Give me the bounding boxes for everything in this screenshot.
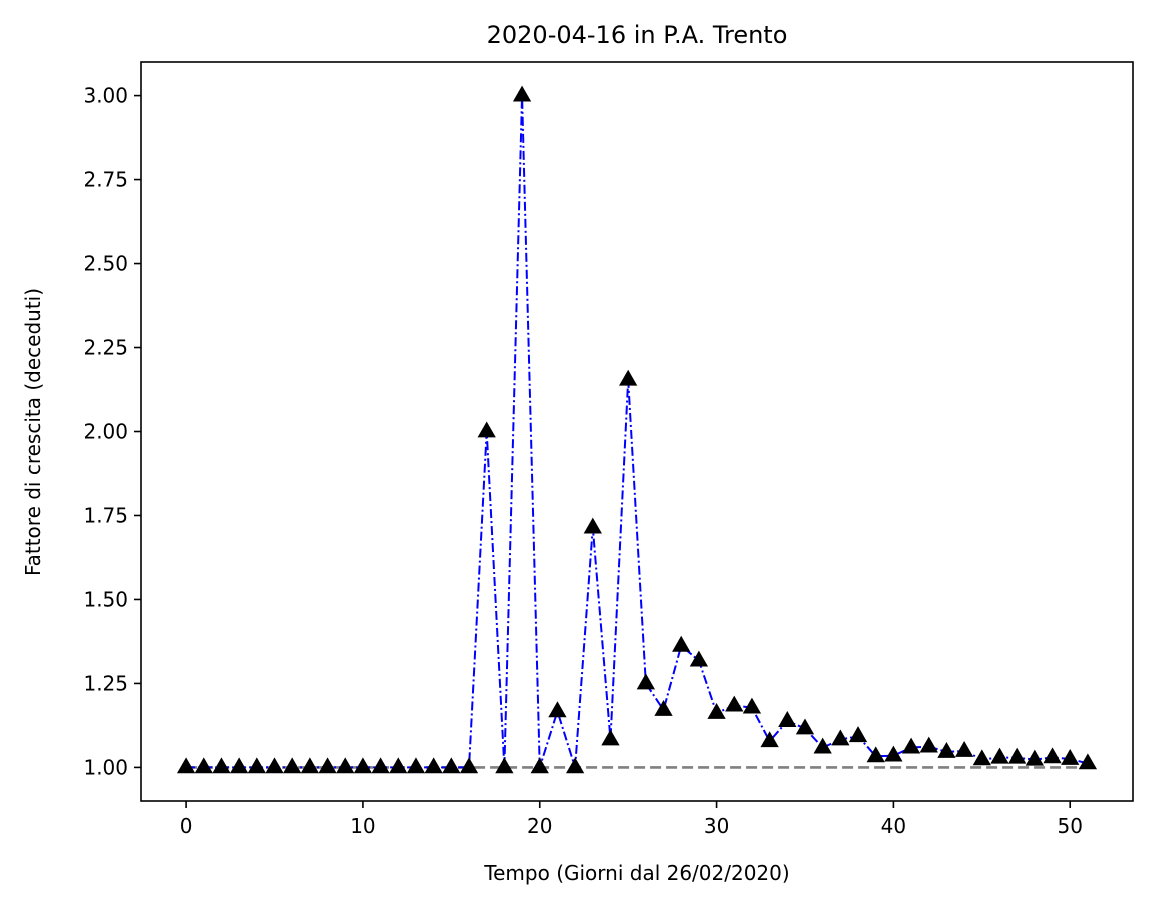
data-point (725, 695, 744, 712)
y-tick-label: 2.25 (83, 336, 128, 360)
data-point (636, 673, 655, 690)
x-tick-label: 40 (881, 814, 906, 838)
data-point (495, 757, 514, 774)
chart-title: 2020-04-16 in P.A. Trento (487, 21, 788, 49)
data-point (477, 421, 496, 438)
plot-frame (140, 61, 1134, 802)
data-point (247, 757, 266, 774)
data-point (300, 757, 320, 774)
x-axis-title: Tempo (Giorni dal 26/02/2020) (483, 861, 789, 885)
data-point (795, 718, 815, 735)
data-point (707, 702, 726, 719)
data-point (353, 757, 373, 774)
data-point (389, 757, 408, 774)
x-tick-label: 50 (1057, 814, 1082, 838)
data-point (318, 757, 337, 774)
data-point (194, 757, 213, 774)
data-point (265, 757, 284, 774)
data-point (778, 711, 797, 727)
x-tick-label: 20 (527, 814, 552, 838)
data-point (229, 757, 249, 774)
x-tick-label: 0 (180, 814, 193, 838)
data-point (884, 745, 903, 762)
data-point (601, 729, 620, 746)
data-point (459, 757, 479, 774)
data-point (972, 749, 991, 766)
data-point (530, 757, 549, 774)
data-point (1078, 753, 1098, 770)
y-tick-label: 1.00 (83, 755, 128, 779)
data-point (548, 701, 567, 718)
data-point (919, 736, 938, 753)
data-point (424, 757, 443, 774)
data-point (1008, 747, 1027, 764)
data-point (672, 635, 691, 652)
data-point (813, 737, 832, 754)
y-tick-label: 1.25 (83, 671, 128, 695)
y-tick-label: 1.50 (83, 587, 128, 611)
x-tick-label: 10 (350, 814, 375, 838)
x-axis-ticks: 0 10 20 30 40 50 (180, 801, 1083, 838)
data-point (442, 757, 461, 774)
y-tick-label: 2.75 (83, 168, 128, 192)
data-point (937, 741, 956, 758)
y-tick-label: 3.00 (83, 84, 128, 108)
data-point (619, 369, 638, 386)
data-point (565, 757, 585, 774)
series-layer (186, 95, 1089, 769)
data-point (583, 517, 602, 534)
y-tick-label: 2.50 (83, 252, 128, 276)
data-point (1061, 749, 1080, 765)
y-tick-label: 1.75 (83, 503, 128, 527)
data-point (831, 729, 850, 746)
data-point (406, 757, 426, 774)
y-tick-label: 2.00 (83, 420, 128, 444)
data-point (901, 737, 921, 754)
data-point (1043, 747, 1062, 764)
data-point (336, 757, 355, 774)
y-axis-title: Fattore di crescita (deceduti) (21, 288, 45, 576)
data-point (848, 726, 868, 743)
data-point (742, 697, 762, 714)
marker-layer (176, 85, 1098, 774)
data-point (371, 757, 390, 774)
data-point (654, 699, 673, 716)
data-point (954, 740, 974, 757)
y-axis-ticks: 1.00 1.25 1.50 1.75 2.00 2.25 2.50 2.75 3.00 (83, 84, 141, 779)
data-point (176, 757, 196, 774)
x-tick-label: 30 (704, 814, 729, 838)
data-point (283, 757, 302, 774)
data-point (990, 747, 1009, 764)
data-point (689, 650, 709, 667)
series-line (186, 95, 1089, 769)
data-point (866, 746, 885, 763)
data-point (212, 757, 231, 774)
data-point (1025, 749, 1045, 766)
data-point (512, 85, 532, 102)
data-point (760, 731, 779, 748)
